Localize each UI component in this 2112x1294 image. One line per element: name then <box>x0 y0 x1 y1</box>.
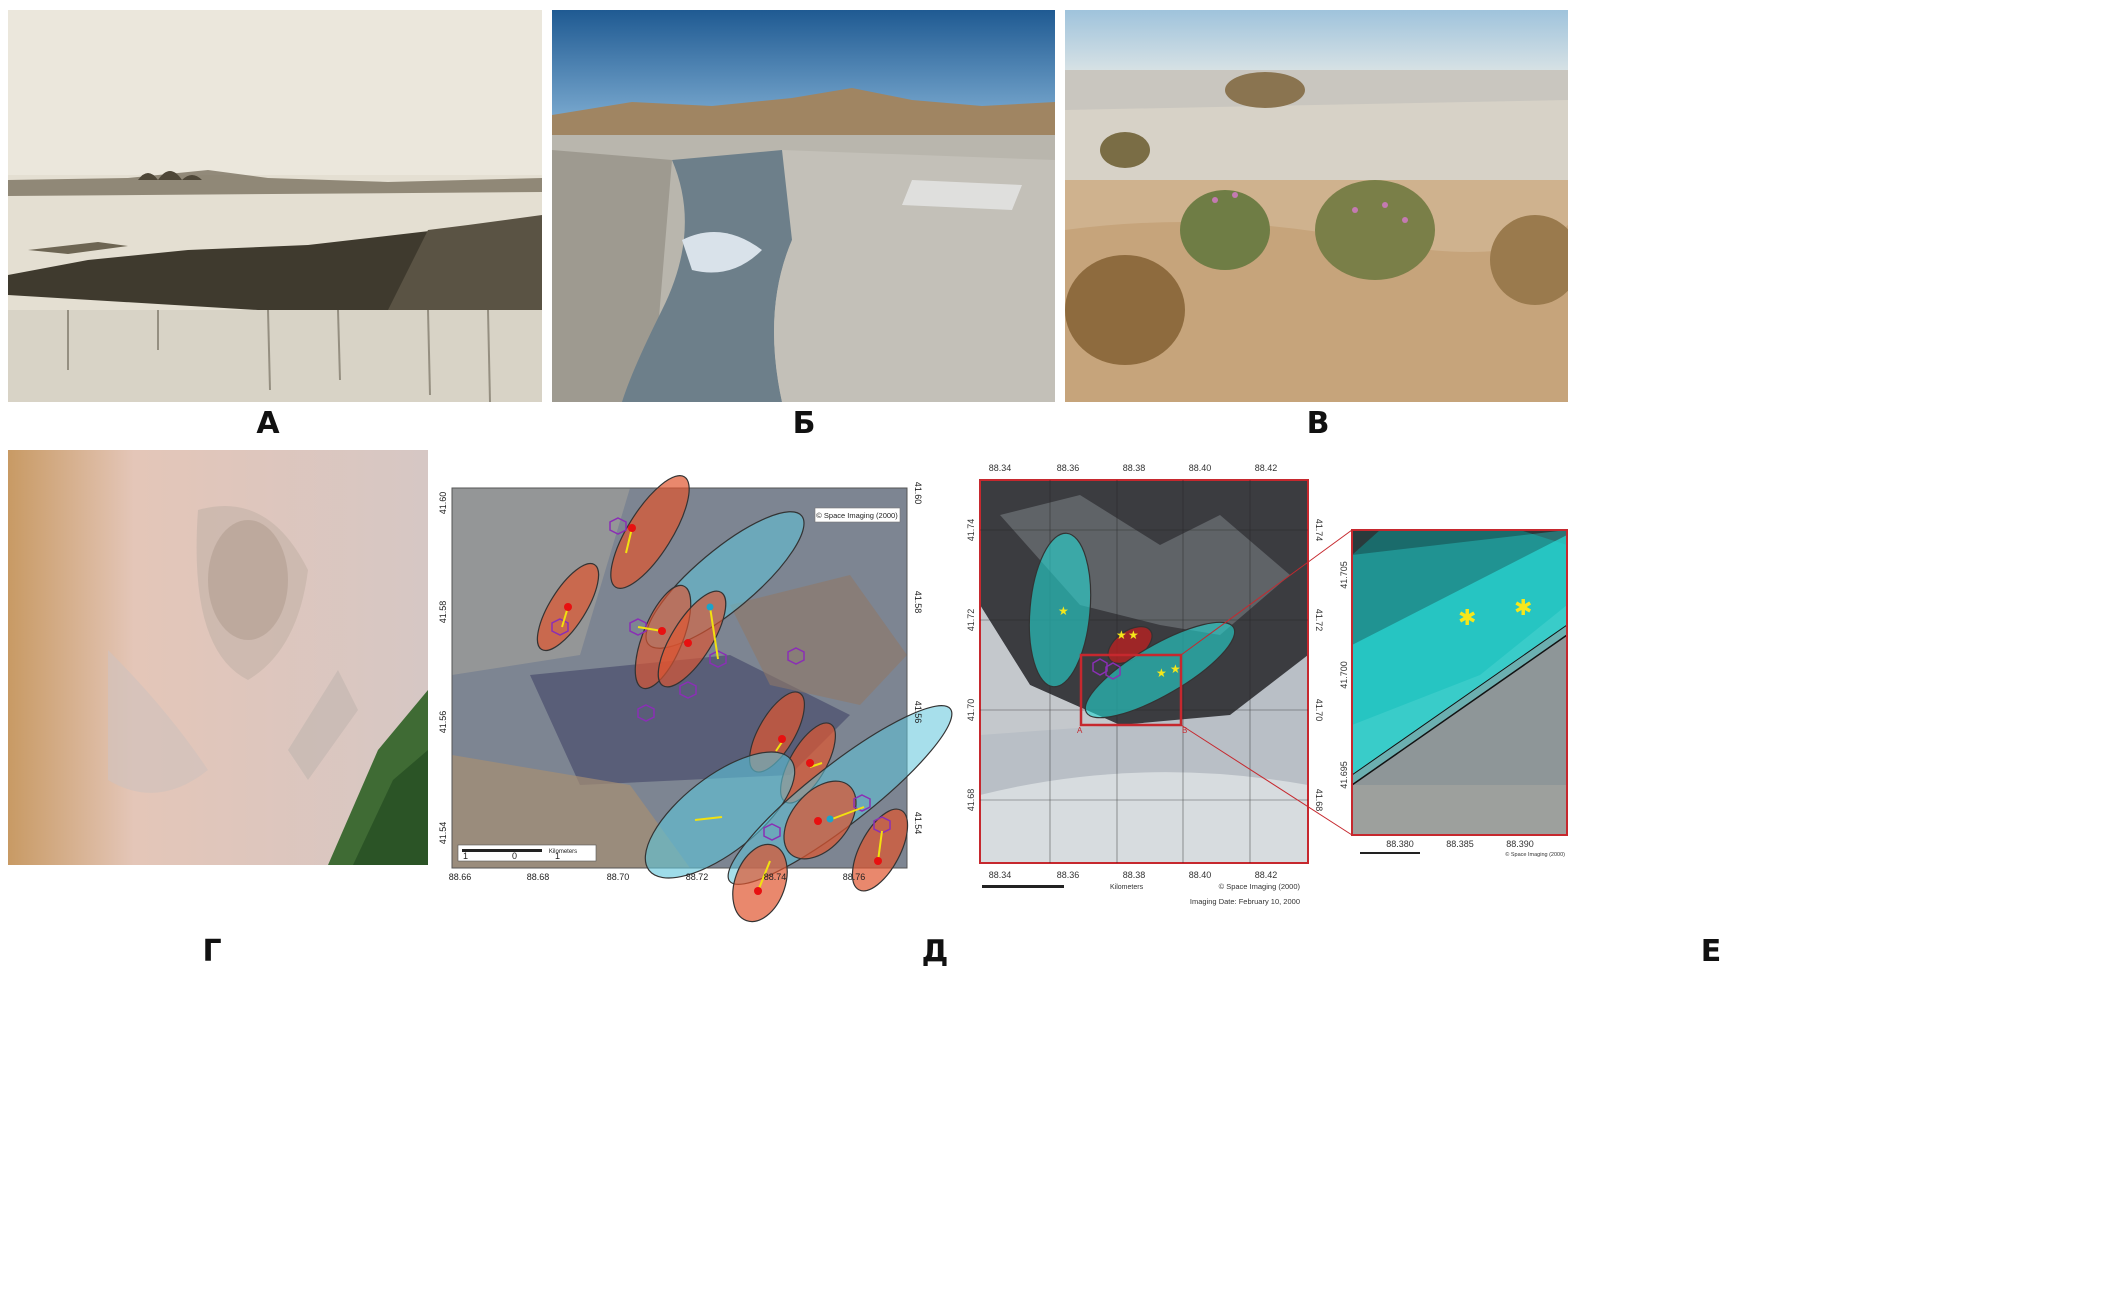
map-d-copyright: © Space Imaging (2000) <box>816 511 898 520</box>
map-d-x-tick: 88.68 <box>527 872 550 882</box>
map-d-x-tick: 88.70 <box>607 872 630 882</box>
map-e-y-tick-right: 41.74 <box>1314 519 1324 542</box>
map-d-y-tick: 41.54 <box>438 822 448 845</box>
map-d-scale-label: Kilometers <box>549 849 577 855</box>
svg-text:★: ★ <box>1156 666 1167 680</box>
map-e-y-tick: 41.70 <box>966 699 976 722</box>
svg-text:★: ★ <box>1170 662 1181 676</box>
panel-label-e: Д <box>921 934 949 969</box>
map-d-y-tick-right: 41.60 <box>913 482 923 505</box>
map-e-x-tick-bottom: 88.38 <box>1123 870 1146 880</box>
map-d-x-tick: 88.74 <box>764 872 787 882</box>
map-e-x-tick: 88.42 <box>1255 463 1278 473</box>
svg-text:★: ★ <box>1058 604 1069 618</box>
map-d-y-tick-right: 41.56 <box>913 701 923 724</box>
map-e-scale-bar <box>982 885 1064 888</box>
svg-text:★: ★ <box>1116 628 1127 642</box>
inset-x-tick: 88.385 <box>1446 839 1474 849</box>
map-d-y-tick: 41.60 <box>438 492 448 515</box>
map-e-x-tick: 88.40 <box>1189 463 1212 473</box>
photo-a-marsh <box>8 10 542 402</box>
map-d-y-tick: 41.58 <box>438 601 448 624</box>
panel-label-d: Г <box>202 934 222 969</box>
svg-text:★: ★ <box>1128 628 1139 642</box>
map-e-y-tick-right: 41.68 <box>1314 789 1324 812</box>
map-e-y-tick: 41.68 <box>966 789 976 812</box>
map-e-scale-label: Kilometers <box>1110 884 1144 891</box>
map-e-y-tick-right: 41.70 <box>1314 699 1324 722</box>
map-d-scale-tick: 0 <box>512 851 517 861</box>
corner-b-label: B <box>1182 726 1187 735</box>
panel-label-b: Б <box>792 406 816 441</box>
map-e-y-tick: 41.74 <box>966 519 976 542</box>
map-e-y-tick: 41.72 <box>966 609 976 632</box>
svg-text:✱: ✱ <box>1514 596 1532 621</box>
map-d-y-tick-right: 41.58 <box>913 591 923 614</box>
panel-label-a: А <box>256 406 280 441</box>
inset-copyright: © Space Imaging (2000) <box>1505 851 1565 858</box>
map-e-x-tick-bottom: 88.34 <box>989 870 1012 880</box>
panel-label-f: Е <box>1700 934 1722 969</box>
map-e-x-tick-bottom: 88.40 <box>1189 870 1212 880</box>
map-d-x-tick: 88.72 <box>686 872 709 882</box>
annotated-map-e: ★ ★ ★ ★ ★ A B 88.34 88.36 88.38 88.40 88… <box>960 455 2112 935</box>
map-e-x-tick: 88.36 <box>1057 463 1080 473</box>
panel-label-c: В <box>1306 406 1330 441</box>
map-d-y-tick-right: 41.54 <box>913 812 923 835</box>
inset-y-tick: 41.705 <box>1339 561 1349 589</box>
inset-y-tick: 41.695 <box>1339 761 1349 789</box>
photo-c-desert-shrubs <box>1065 10 1568 402</box>
map-e-copyright: © Space Imaging (2000) <box>1219 882 1301 891</box>
inset-y-tick: 41.700 <box>1339 661 1349 689</box>
photo-b-salt-stream <box>552 10 1055 402</box>
map-e-imaging-date: Imaging Date: February 10, 2000 <box>1190 897 1300 906</box>
map-d-y-tick: 41.56 <box>438 711 448 734</box>
map-e-x-tick: 88.38 <box>1123 463 1146 473</box>
inset-x-tick: 88.390 <box>1506 839 1534 849</box>
map-d-scale-tick: 1 <box>555 851 560 861</box>
map-d-scale-bar <box>462 849 542 852</box>
corner-a-label: A <box>1077 726 1083 735</box>
inset-x-tick: 88.380 <box>1386 839 1414 849</box>
annotated-map-d: © Space Imaging (2000) Kilometers 1 0 1 … <box>430 455 960 930</box>
svg-text:✱: ✱ <box>1458 606 1476 631</box>
inset-map: ✱ ✱ 88.380 88.385 88.390 41.705 41.700 4… <box>1339 529 1568 858</box>
map-e-y-tick-right: 41.72 <box>1314 609 1324 632</box>
map-d-scale-tick: 1 <box>463 851 468 861</box>
map-e-x-tick: 88.34 <box>989 463 1012 473</box>
satellite-image-dunes <box>8 450 428 865</box>
map-d-x-tick: 88.76 <box>843 872 866 882</box>
map-e-x-tick-bottom: 88.36 <box>1057 870 1080 880</box>
map-e-x-tick-bottom: 88.42 <box>1255 870 1278 880</box>
map-d-x-tick: 88.66 <box>449 872 472 882</box>
inset-region-box <box>1079 653 1183 727</box>
